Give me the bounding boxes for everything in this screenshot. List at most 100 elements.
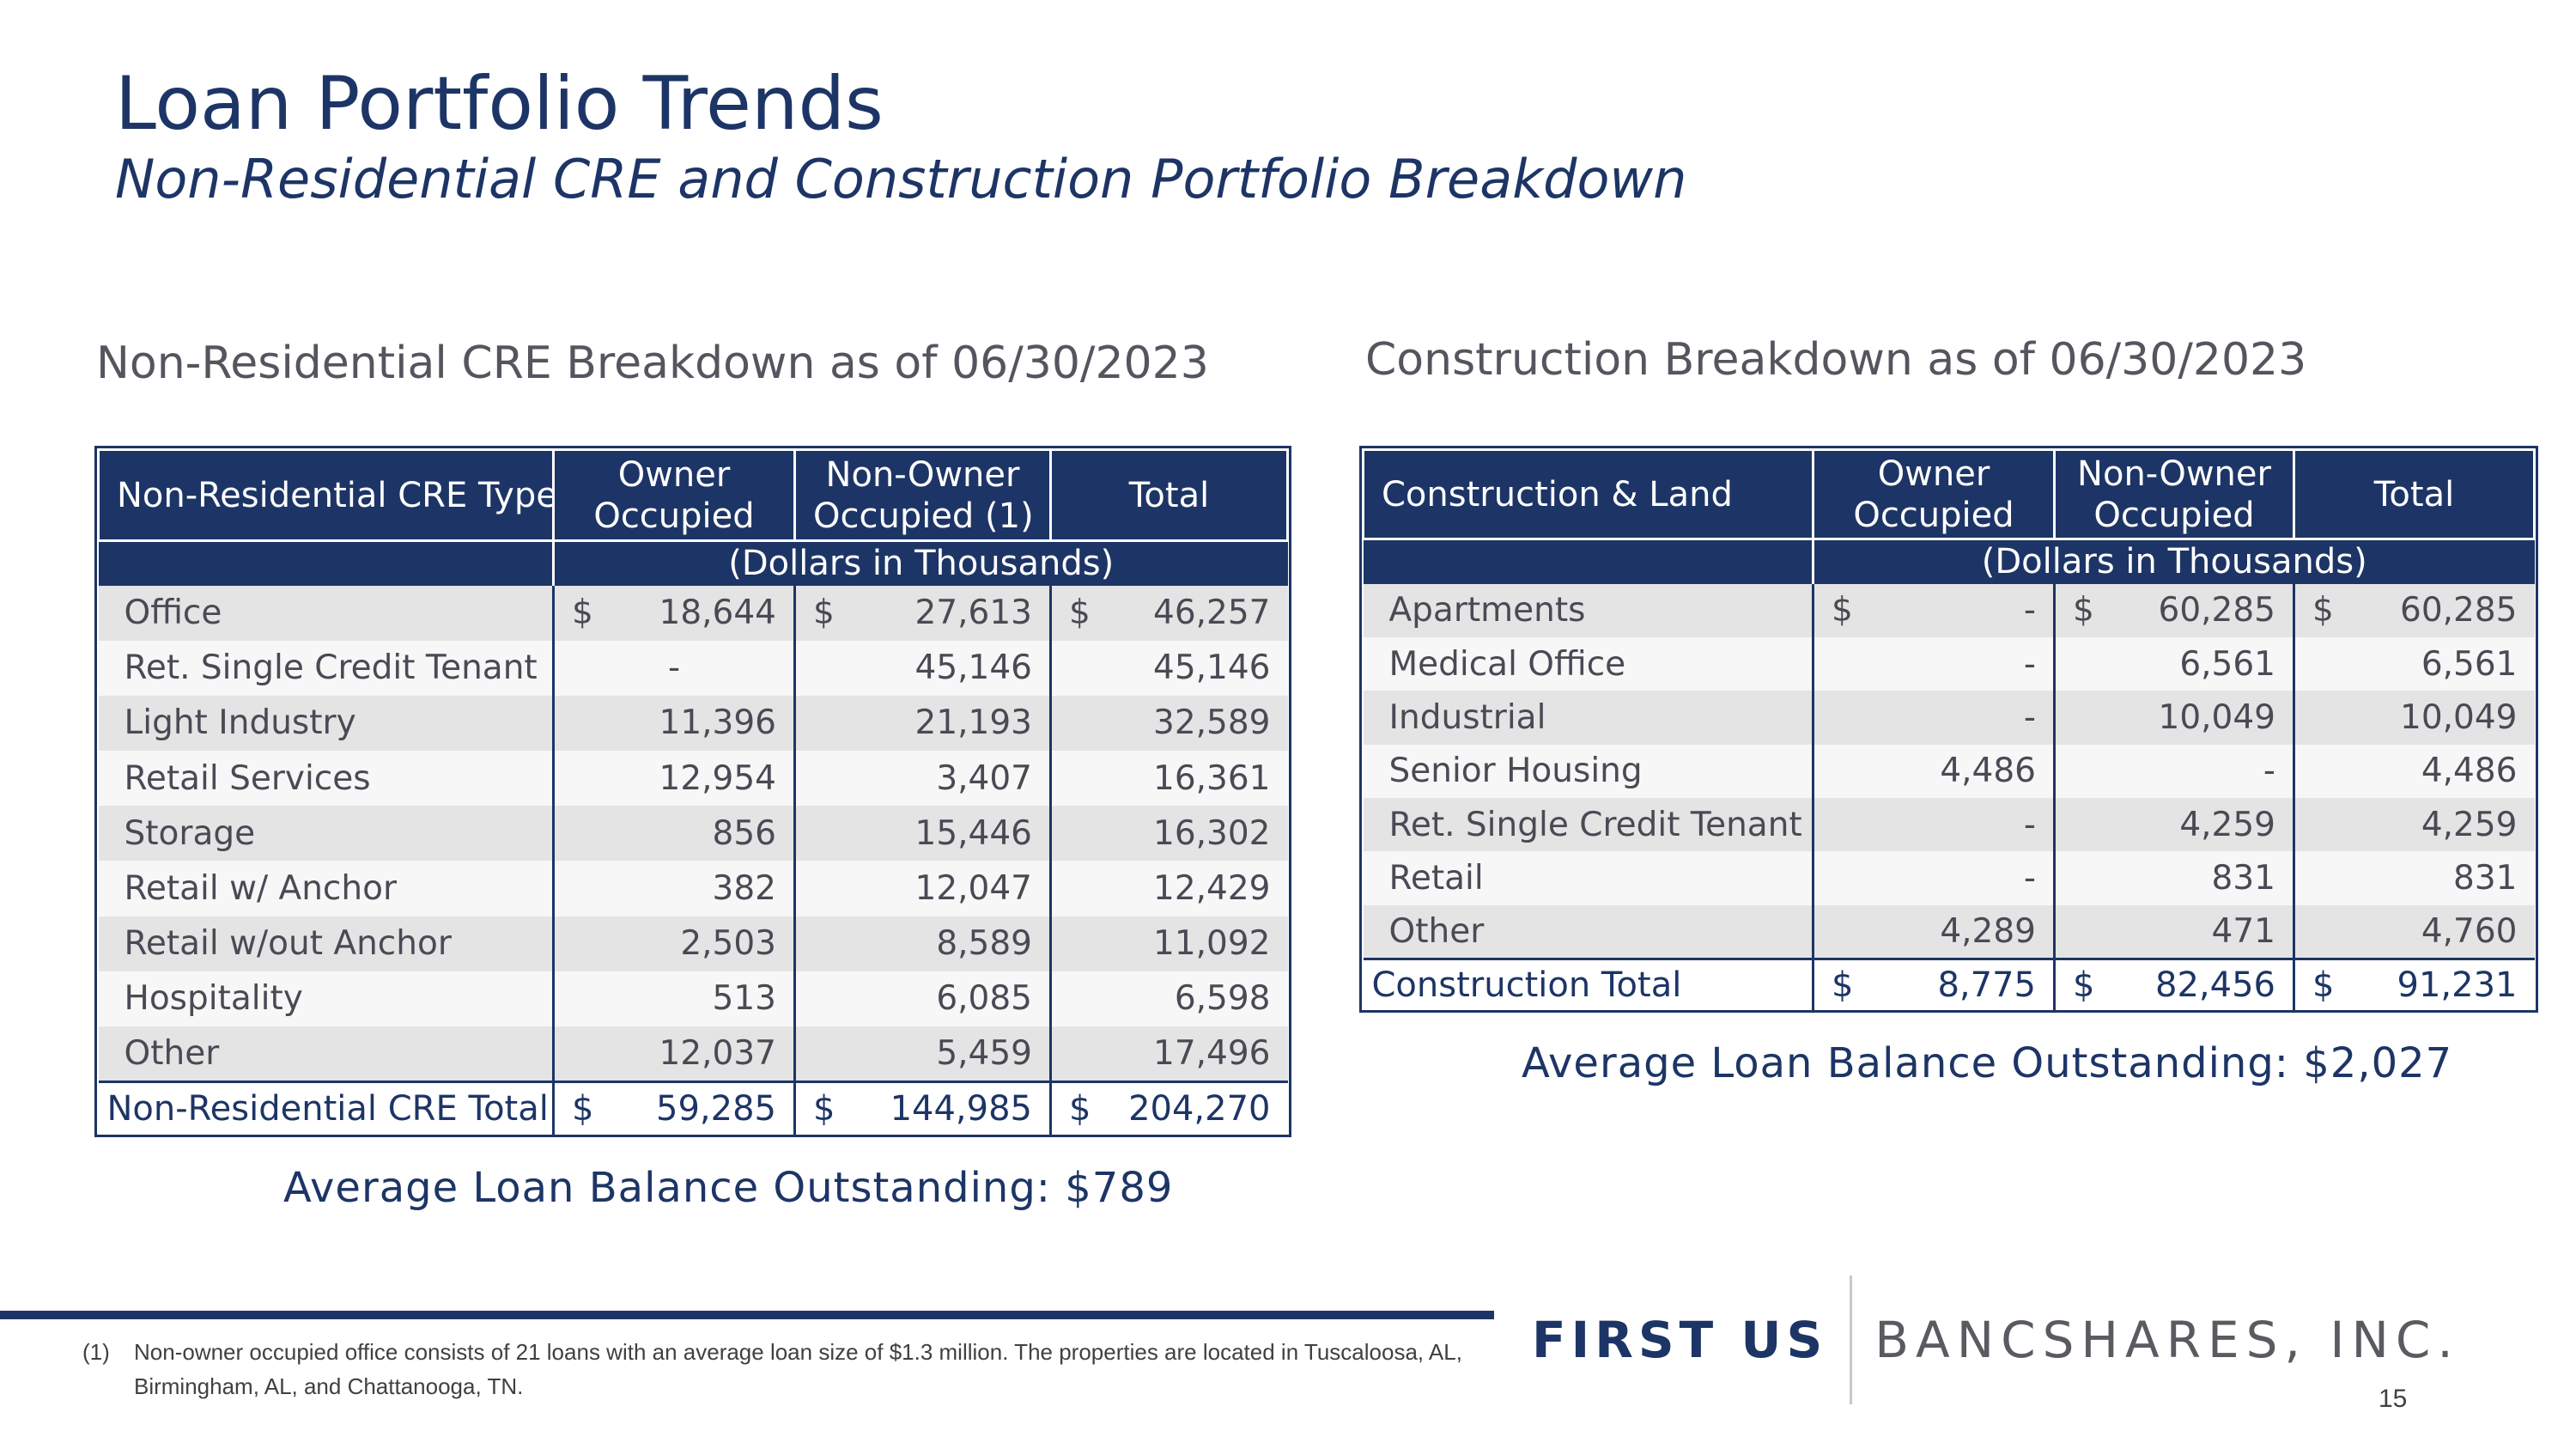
cell-nonowner: 6,085 (793, 971, 1051, 1026)
cell-value: 17,496 (1153, 1033, 1271, 1073)
cell-value: 2,503 (680, 924, 776, 964)
cell-owner: 4,289 (1812, 904, 2055, 959)
cell-value: 8,589 (936, 924, 1032, 964)
cell-owner: - (1812, 851, 2055, 905)
header-line: Occupied (1) (813, 496, 1034, 536)
units-blank (1363, 539, 1814, 584)
currency-sign: $ (572, 1088, 594, 1129)
row-label: Other (1363, 904, 1814, 959)
total-nonowner: $82,456 (2053, 957, 2294, 1011)
table-row: Industrial - 10,049 10,049 (1363, 691, 2535, 745)
cell-nonowner: 45,146 (793, 640, 1051, 696)
cell-owner: 11,396 (552, 695, 795, 752)
table-row: Storage 856 15,446 16,302 (98, 806, 1288, 861)
cell-value: 513 (712, 979, 776, 1019)
table-row: Office $18,644 $27,613 $46,257 (98, 585, 1288, 641)
cell-total: 6,561 (2293, 636, 2535, 691)
cell-total: 4,486 (2293, 744, 2535, 799)
cell-value: 21,193 (914, 703, 1032, 743)
col-header-owner: Owner Occupied (552, 448, 796, 542)
cell-value: 32,589 (1153, 703, 1271, 743)
cell-value: 5,459 (936, 1033, 1032, 1073)
cell-nonowner: 5,459 (793, 1026, 1051, 1082)
cell-owner: $ - (1812, 583, 2055, 637)
table-row: Retail w/ Anchor 382 12,047 12,429 (98, 861, 1288, 916)
currency-sign: $ (1832, 965, 1854, 1005)
cell-owner: 513 (552, 971, 795, 1026)
units-row: (Dollars in Thousands) (1363, 539, 2535, 584)
footnote: (1) Non-owner occupied office consists o… (82, 1335, 1525, 1403)
cell-owner: - (1812, 636, 2055, 691)
cell-value: 16,302 (1153, 813, 1271, 853)
footer-rule (0, 1311, 1494, 1319)
cell-owner: - (1812, 798, 2055, 852)
construction-total-row: Construction Total $8,775 $82,456 $91,23… (1363, 957, 2535, 1011)
logo-first-us: FIRST US (1532, 1311, 1828, 1369)
units-label: (Dollars in Thousands) (552, 540, 1288, 586)
cell-value: 16,361 (1153, 758, 1271, 798)
cell-nonowner: $60,285 (2053, 583, 2294, 637)
cell-total: 4,760 (2293, 904, 2535, 959)
row-label: Retail w/ Anchor (98, 861, 554, 916)
logo-bancshares: BANCSHARES, INC. (1874, 1311, 2460, 1369)
col-header-nonowner: Non-Owner Occupied (1) (793, 448, 1052, 542)
cell-value: 45,146 (914, 648, 1032, 688)
header-line: Non-Owner (825, 454, 1020, 495)
cell-total: $46,257 (1049, 585, 1288, 641)
table-row: Light Industry 11,396 21,193 32,589 (98, 695, 1288, 752)
cell-total: 45,146 (1049, 640, 1288, 696)
total-value: 59,285 (656, 1088, 776, 1129)
cre-section-heading: Non-Residential CRE Breakdown as of 06/3… (96, 338, 1209, 389)
cell-total: 10,049 (2293, 691, 2535, 745)
cell-owner: 2,503 (552, 916, 795, 971)
row-label: Retail w/out Anchor (98, 916, 554, 971)
construction-average-loan-balance: Average Loan Balance Outstanding: $2,027 (1522, 1039, 2453, 1087)
cell-value: 27,613 (914, 594, 1032, 633)
cell-total: 32,589 (1049, 695, 1288, 752)
cell-value: 4,289 (1940, 911, 2036, 951)
cell-value: 4,486 (1940, 752, 2036, 791)
currency-sign: $ (572, 594, 593, 633)
units-row: (Dollars in Thousands) (98, 540, 1288, 586)
header-line: Owner (617, 454, 731, 495)
cell-owner: - (552, 640, 795, 696)
row-label: Storage (98, 806, 554, 861)
row-label: Ret. Single Credit Tenant (1363, 798, 1814, 852)
total-nonowner: $144,985 (793, 1080, 1051, 1135)
cell-value: 10,049 (2158, 697, 2275, 737)
row-label: Retail (1363, 851, 1814, 905)
cell-value: - (2263, 752, 2275, 791)
total-total: $204,270 (1049, 1080, 1288, 1135)
row-label: Hospitality (98, 971, 554, 1026)
table-row: Retail Services 12,954 3,407 16,361 (98, 751, 1288, 807)
header-line: Occupied (2093, 495, 2255, 535)
cell-owner: 12,954 (552, 751, 795, 807)
col-header-total: Total (2293, 448, 2536, 540)
cell-owner: - (1812, 691, 2055, 745)
cell-value: 4,259 (2179, 805, 2275, 844)
total-label: Non-Residential CRE Total (98, 1080, 554, 1135)
total-owner: $8,775 (1812, 957, 2055, 1011)
col-header-owner: Owner Occupied (1812, 448, 2056, 540)
cell-value: 6,561 (2179, 644, 2275, 684)
cell-value: 831 (2453, 859, 2518, 898)
cell-total: 831 (2293, 851, 2535, 905)
cell-value: 4,760 (2421, 911, 2518, 951)
currency-sign: $ (813, 594, 835, 633)
cell-total: 11,092 (1049, 916, 1288, 971)
cell-value: 471 (2211, 911, 2275, 951)
cell-nonowner: 4,259 (2053, 798, 2294, 852)
row-label: Office (98, 585, 554, 641)
cell-value: 3,407 (936, 758, 1032, 798)
total-owner: $59,285 (552, 1080, 795, 1135)
units-blank (98, 540, 554, 586)
header-line: Occupied (1853, 495, 2014, 535)
total-total: $91,231 (2293, 957, 2535, 1011)
cell-value: 45,146 (1153, 648, 1271, 688)
cell-value: 12,954 (659, 758, 776, 798)
cell-total: 4,259 (2293, 798, 2535, 852)
currency-sign: $ (813, 1088, 835, 1129)
table-row: Other 12,037 5,459 17,496 (98, 1026, 1288, 1082)
cell-nonowner: 8,589 (793, 916, 1051, 971)
cell-value: - (2023, 859, 2036, 898)
